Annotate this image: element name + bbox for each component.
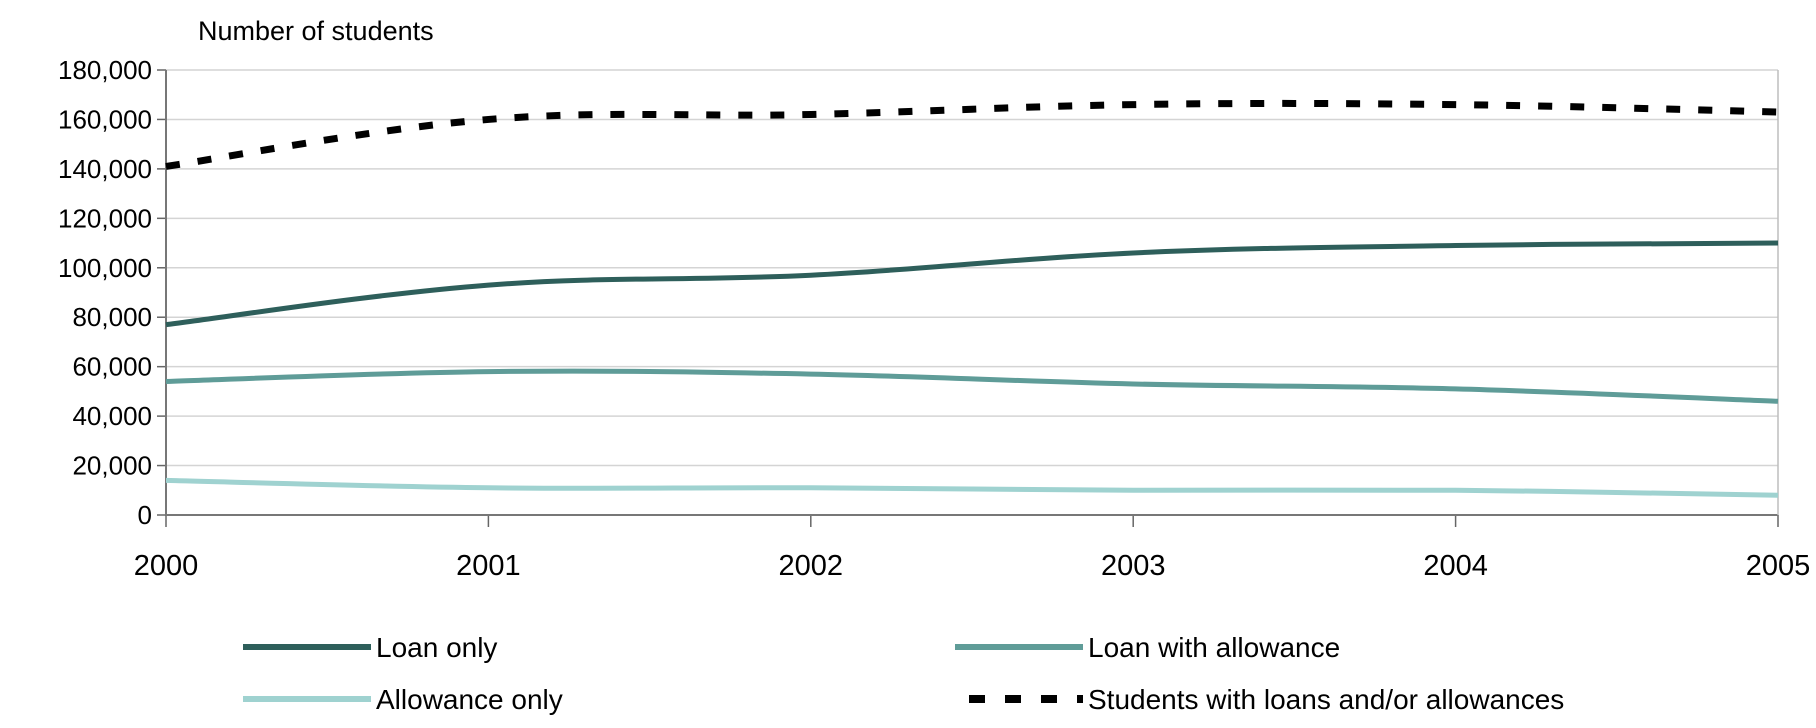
series-line-3: [165, 99, 1779, 170]
y-tick-label: 40,000: [72, 401, 152, 431]
legend-item: Students with loans and/or allowances: [969, 684, 1564, 715]
series-line-2: [165, 477, 1779, 498]
y-tick-label: 120,000: [58, 203, 152, 233]
legend-item: Loan with allowance: [955, 632, 1340, 663]
y-tick-labels: 0 20,000 40,000 60,000 80,000 100,000 120,000 1…: [58, 55, 166, 530]
legend-item: Loan only: [243, 632, 497, 663]
y-tick-label: 180,000: [58, 55, 152, 85]
legend-label: Allowance only: [376, 684, 563, 715]
y-tick-label: 0: [138, 500, 152, 530]
legend-label: Loan only: [376, 632, 497, 663]
x-tick-labels: 2000 2001 2002 2003 2004 2005: [134, 515, 1811, 582]
y-tick-label: 100,000: [58, 253, 152, 283]
x-tick-label: 2003: [1101, 550, 1166, 582]
legend-label: Loan with allowance: [1088, 632, 1340, 663]
plot-frame: [165, 70, 1779, 516]
series-line-0: [165, 240, 1779, 328]
x-tick-label: 2002: [779, 550, 844, 582]
y-tick-label: 160,000: [58, 104, 152, 134]
y-tick-label: 80,000: [72, 302, 152, 332]
legend-label: Students with loans and/or allowances: [1088, 684, 1564, 715]
y-tick-label: 60,000: [72, 352, 152, 382]
series-line-1: [165, 368, 1779, 404]
x-tick-label: 2004: [1423, 550, 1488, 582]
y-axis-title: Number of students: [198, 16, 434, 46]
y-tick-label: 20,000: [72, 451, 152, 481]
x-tick-label: 2005: [1746, 550, 1811, 582]
x-tick-label: 2000: [134, 550, 199, 582]
legend: Loan only Loan with allowance Allowance on…: [243, 632, 1564, 715]
x-tick-label: 2001: [456, 550, 521, 582]
series-lines: [165, 99, 1779, 498]
legend-item: Allowance only: [243, 684, 563, 715]
gridlines: [166, 69, 1778, 516]
y-tick-label: 140,000: [58, 154, 152, 184]
